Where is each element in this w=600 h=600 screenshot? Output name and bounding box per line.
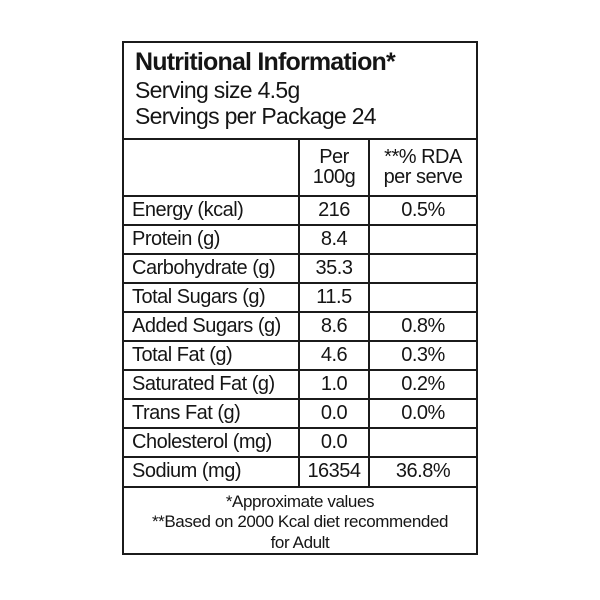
row-label-sodium: Sodium (mg)	[124, 457, 300, 488]
row-label-total-fat: Total Fat (g)	[124, 341, 300, 371]
serving-size-line: Serving size 4.5g	[135, 77, 300, 103]
row-rda-saturated-fat: 0.2%	[370, 371, 476, 400]
nutrition-facts-label: Nutritional Information* Serving size 4.…	[122, 41, 478, 555]
row-rda-cholesterol	[370, 429, 476, 458]
col-header-rda: **% RDA per serve	[370, 140, 476, 197]
row-label-saturated-fat: Saturated Fat (g)	[124, 370, 300, 400]
label-header: Nutritional Information* Serving size 4.…	[124, 43, 476, 140]
col-header-per-100g-line1: Per	[319, 145, 349, 168]
row-rda-trans-fat: 0.0%	[370, 400, 476, 429]
row-value-saturated-fat: 1.0	[300, 370, 370, 400]
row-label-energy: Energy (kcal)	[124, 196, 300, 226]
row-rda-total-sugars	[370, 284, 476, 313]
servings-per-package-line: Servings per Package 24	[135, 103, 377, 130]
row-value-energy: 216	[300, 196, 370, 226]
row-value-carbohydrate: 35.3	[300, 254, 370, 284]
row-label-trans-fat: Trans Fat (g)	[124, 399, 300, 429]
row-label-total-sugars: Total Sugars (g)	[124, 283, 300, 313]
row-value-cholesterol: 0.0	[300, 428, 370, 458]
row-value-total-fat: 4.6	[300, 341, 370, 371]
col-header-per-100g-line2: 100g	[312, 166, 356, 189]
row-label-added-sugars: Added Sugars (g)	[124, 312, 300, 342]
row-rda-carbohydrate	[370, 255, 476, 284]
label-title: Nutritional Information*	[135, 48, 396, 76]
row-rda-energy: 0.5%	[370, 197, 476, 226]
row-value-protein: 8.4	[300, 225, 370, 255]
row-rda-sodium: 36.8%	[370, 458, 476, 488]
row-value-trans-fat: 0.0	[300, 399, 370, 429]
col-header-nutrient	[124, 139, 300, 197]
row-rda-added-sugars: 0.8%	[370, 313, 476, 342]
row-value-total-sugars: 11.5	[300, 283, 370, 313]
col-header-per-100g: Per 100g	[300, 139, 370, 197]
row-label-carbohydrate: Carbohydrate (g)	[124, 254, 300, 284]
col-header-rda-line1: **% RDA	[384, 145, 462, 168]
row-value-added-sugars: 8.6	[300, 312, 370, 342]
col-header-rda-line2: per serve	[383, 166, 463, 189]
row-rda-total-fat: 0.3%	[370, 342, 476, 371]
row-label-cholesterol: Cholesterol (mg)	[124, 428, 300, 458]
footnote-rda-basis: **Based on 2000 Kcal diet recommended	[151, 512, 449, 532]
row-rda-protein	[370, 226, 476, 255]
row-label-protein: Protein (g)	[124, 225, 300, 255]
row-value-sodium: 16354	[300, 457, 370, 488]
footnote-approximate-values: *Approximate values	[225, 491, 375, 511]
footnote-rda-basis-continued: for Adult	[270, 532, 330, 552]
label-footnotes: *Approximate values **Based on 2000 Kcal…	[124, 488, 476, 553]
nutrition-table: Per 100g **% RDA per serve Energy (kcal)…	[124, 139, 476, 488]
